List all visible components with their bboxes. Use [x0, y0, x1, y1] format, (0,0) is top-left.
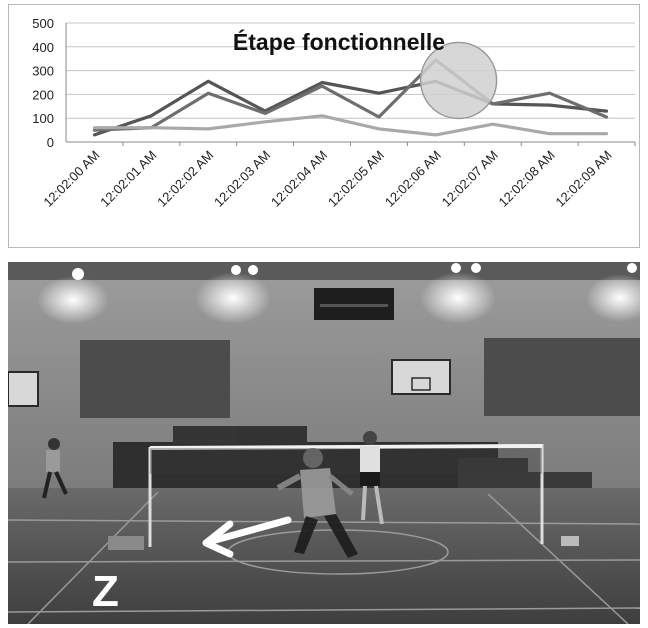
series-layer	[92, 58, 609, 137]
gym-photo: Z	[8, 262, 640, 624]
y-tick-label: 200	[32, 87, 54, 102]
y-tick-label: 500	[32, 16, 54, 31]
z-label: Z	[92, 567, 119, 616]
x-tick-label: 12:02:05 AM	[325, 148, 387, 210]
series-line-3	[92, 114, 609, 137]
y-tick-label: 0	[47, 135, 54, 150]
y-axis-ticks: 0 100 200 300 400 500	[32, 16, 54, 150]
x-tick-label: 12:02:00 AM	[40, 148, 102, 210]
highlight-ellipse	[419, 41, 498, 120]
x-tick-label: 12:02:04 AM	[268, 148, 330, 210]
x-tick-label: 12:02:08 AM	[496, 148, 558, 210]
chart-panel: 0 100 200 300 400 500 12:02:00 AM 12:02:01 AM 1…	[8, 4, 640, 248]
wall-panel-left	[80, 340, 230, 418]
court-lines	[8, 491, 640, 624]
y-tick-label: 400	[32, 40, 54, 55]
badminton-court-image: Z	[8, 262, 640, 624]
player-front	[276, 448, 358, 558]
series-line-1	[92, 79, 609, 137]
series-line-2	[92, 58, 609, 132]
y-tick-label: 100	[32, 111, 54, 126]
x-tick-label: 12:02:06 AM	[382, 148, 444, 210]
player-back	[360, 431, 384, 525]
x-tick-label: 12:02:03 AM	[211, 148, 273, 210]
x-tick-label: 12:02:09 AM	[552, 148, 614, 210]
backboard-center	[391, 359, 451, 395]
player-far-left	[42, 438, 68, 499]
x-tick-label: 12:02:02 AM	[154, 148, 216, 210]
badminton-net	[108, 444, 579, 550]
wall-panel-right	[484, 338, 640, 416]
backboard-left	[8, 371, 39, 407]
x-tick-label: 12:02:01 AM	[97, 148, 159, 210]
ceiling-lights	[37, 263, 640, 324]
chart-title: Étape fonctionnelle	[233, 28, 445, 55]
grid-layer	[65, 22, 635, 143]
x-tick-label: 12:02:07 AM	[439, 148, 501, 210]
direction-arrow	[202, 516, 292, 558]
y-tick-label: 300	[32, 64, 54, 79]
